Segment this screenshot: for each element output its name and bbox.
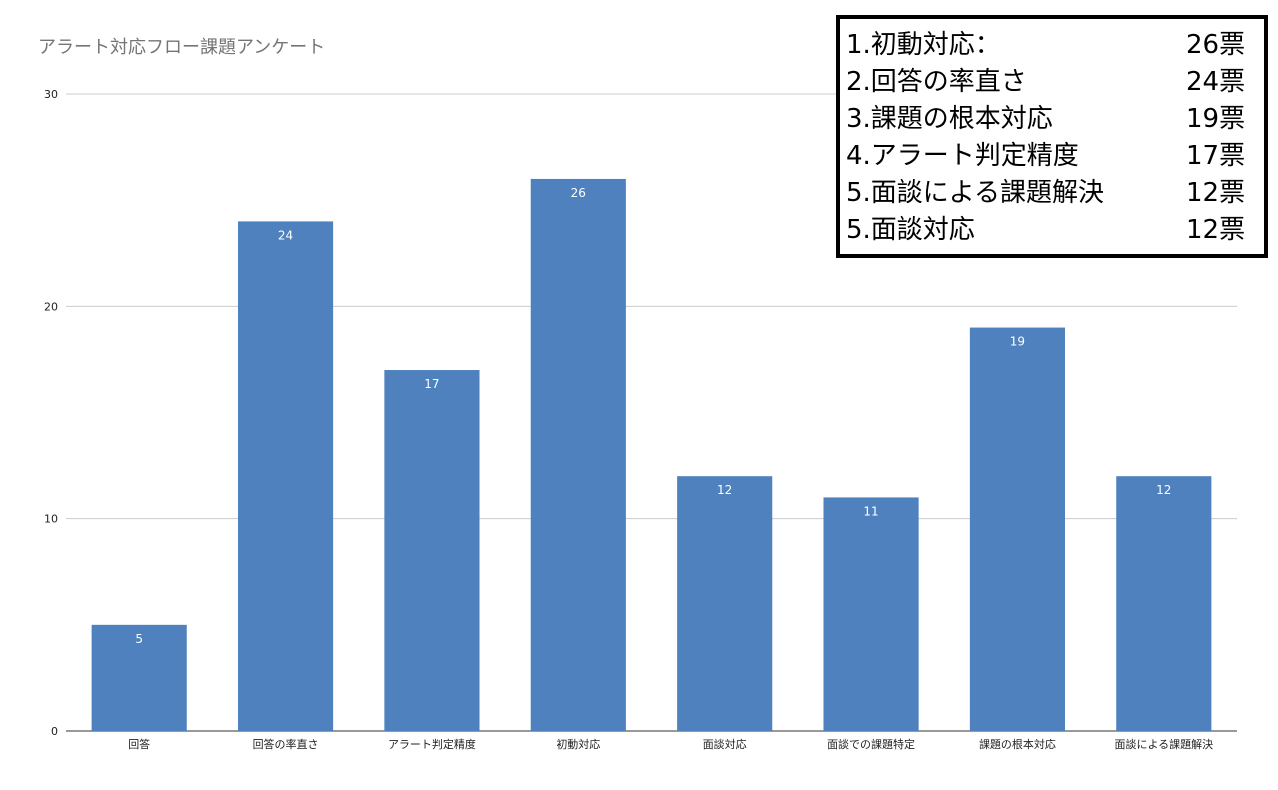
- ranking-label: 5.面談による課題解決: [846, 178, 1105, 208]
- x-tick-label: 回答の率直さ: [253, 737, 319, 751]
- bar: [1116, 476, 1212, 731]
- ranking-votes: 17票: [1186, 141, 1246, 171]
- y-tick-label: 20: [44, 300, 58, 313]
- x-tick-label: 面談による課題解決: [1114, 737, 1213, 751]
- ranking-row-4: 4.アラート判定精度 17票: [846, 138, 1252, 175]
- bar-value-label: 12: [717, 483, 732, 497]
- bar: [823, 497, 919, 731]
- ranking-votes: 24票: [1186, 67, 1246, 97]
- x-tick-label: 面談対応: [703, 737, 747, 751]
- bar-value-label: 17: [424, 377, 439, 391]
- ranking-label: 5.面談対応: [846, 215, 975, 245]
- bar: [91, 624, 187, 731]
- ranking-row-2: 2.回答の率直さ 24票: [846, 64, 1252, 101]
- y-tick-label: 30: [44, 88, 58, 101]
- bar-value-label: 5: [135, 632, 143, 646]
- x-tick-label: 面談での課題特定: [827, 737, 915, 751]
- bar-value-label: 12: [1156, 483, 1171, 497]
- bar-value-label: 26: [571, 186, 586, 200]
- bar: [384, 370, 480, 731]
- ranking-label: 3.課題の根本対応: [846, 104, 1053, 134]
- ranking-row-5: 5.面談による課題解決 12票: [846, 175, 1252, 212]
- ranking-row-3: 3.課題の根本対応 19票: [846, 101, 1252, 138]
- ranking-label: 2.回答の率直さ: [846, 67, 1027, 97]
- x-tick-label: 初動対応: [556, 737, 600, 751]
- ranking-label: 1.初動対応：: [846, 30, 1001, 60]
- bar-value-label: 19: [1010, 335, 1025, 349]
- ranking-box: 1.初動対応： 26票 2.回答の率直さ 24票 3.課題の根本対応 19票 4…: [836, 15, 1268, 258]
- ranking-votes: 19票: [1186, 104, 1246, 134]
- x-tick-label: 回答: [128, 737, 150, 751]
- bar: [677, 476, 773, 731]
- x-tick-label: 課題の根本対応: [979, 737, 1056, 751]
- chart-title: アラート対応フロー課題アンケート: [38, 37, 325, 58]
- ranking-votes: 12票: [1186, 178, 1246, 208]
- bar: [530, 178, 626, 731]
- bar-value-label: 11: [863, 504, 878, 518]
- ranking-row-6: 5.面談対応 12票: [846, 212, 1252, 249]
- ranking-votes: 12票: [1186, 215, 1246, 245]
- bar-value-label: 24: [278, 228, 293, 242]
- y-tick-label: 0: [51, 725, 58, 738]
- ranking-label: 4.アラート判定精度: [846, 141, 1079, 171]
- bars: [91, 178, 1212, 731]
- x-tick-label: アラート判定精度: [388, 737, 476, 751]
- bar: [969, 327, 1066, 731]
- ranking-row-1: 1.初動対応： 26票: [846, 27, 1252, 64]
- bar: [237, 221, 334, 731]
- labels: 0 10 20 30 5 回答 24 回答の率直さ 17 アラート判定精度 26 初動対応 12 面談対応…: [44, 88, 1213, 751]
- ranking-votes: 26票: [1186, 30, 1246, 60]
- y-tick-label: 10: [44, 513, 58, 526]
